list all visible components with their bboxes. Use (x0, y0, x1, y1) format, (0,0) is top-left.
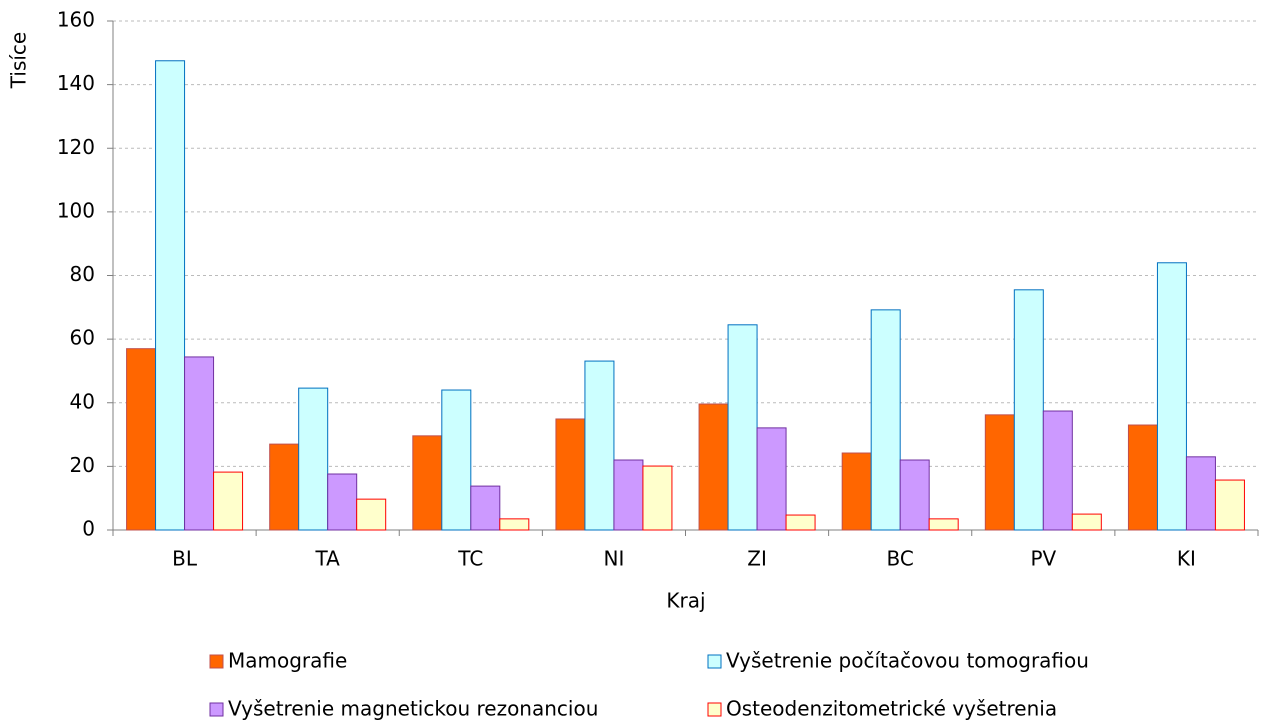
bar (126, 348, 157, 531)
legend-swatch (707, 702, 722, 717)
bar (1214, 479, 1245, 531)
bar (584, 360, 615, 531)
x-tick-label: NI (604, 547, 625, 571)
legend-label: Osteodenzitometrické vyšetrenia (726, 697, 1057, 721)
bar (1013, 289, 1044, 531)
bar (555, 418, 586, 531)
legend-swatch (209, 702, 224, 717)
bar (1042, 410, 1073, 531)
bar (984, 414, 1015, 531)
bar (441, 389, 472, 531)
bar (785, 514, 816, 531)
y-tick-label: 80 (70, 262, 95, 286)
bar (327, 473, 358, 531)
x-tick-label: TC (457, 547, 483, 571)
bar (356, 498, 387, 531)
bar (269, 443, 300, 531)
y-tick-label: 0 (82, 517, 95, 541)
bar (213, 471, 244, 531)
bar (756, 427, 787, 531)
x-axis-label: Kraj (666, 589, 705, 613)
bar (412, 435, 443, 531)
legend-swatch (707, 654, 722, 669)
y-tick-label: 100 (57, 198, 95, 222)
y-axis-label: Tisíce (7, 32, 31, 89)
y-tick-label: 40 (70, 389, 95, 413)
bar (613, 459, 644, 531)
legend-swatch (209, 654, 224, 669)
y-tick-label: 160 (57, 8, 95, 32)
bar (470, 485, 501, 531)
bar (1156, 262, 1187, 531)
x-tick-label: ZI (747, 547, 767, 571)
bar (870, 309, 901, 531)
bar (841, 452, 872, 531)
y-tick-label: 140 (57, 71, 95, 95)
x-tick-label: TA (315, 547, 341, 571)
bar (1071, 513, 1102, 531)
y-tick-label: 60 (70, 326, 95, 350)
bar (698, 403, 729, 531)
x-tick-label: PV (1030, 547, 1056, 571)
bar (499, 518, 530, 531)
bar (928, 518, 959, 531)
bar (899, 459, 930, 531)
x-tick-label: KI (1177, 547, 1196, 571)
bar (184, 356, 215, 531)
bar (298, 387, 329, 531)
legend-label: Mamografie (228, 649, 347, 673)
bar (155, 60, 186, 531)
y-tick-label: 120 (57, 135, 95, 159)
y-tick-label: 20 (70, 453, 95, 477)
bar (642, 465, 673, 531)
x-tick-label: BC (887, 547, 914, 571)
legend-label: Vyšetrenie magnetickou rezonanciou (228, 697, 598, 721)
legend-label: Vyšetrenie počítačovou tomografiou (726, 649, 1089, 673)
bar (727, 324, 758, 531)
bar (1185, 456, 1216, 531)
x-tick-label: BL (172, 547, 198, 571)
bar (1127, 424, 1158, 531)
